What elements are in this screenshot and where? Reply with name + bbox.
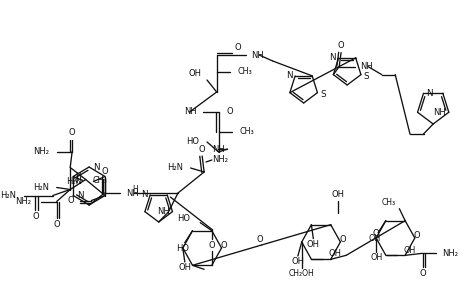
Text: O: O xyxy=(226,107,233,116)
Text: O: O xyxy=(234,42,241,51)
Text: NH: NH xyxy=(212,144,225,154)
Text: NH: NH xyxy=(251,51,264,60)
Text: OH: OH xyxy=(307,240,320,249)
Text: O: O xyxy=(209,241,215,250)
Text: O: O xyxy=(372,228,379,237)
Text: O: O xyxy=(32,212,39,221)
Text: CH₂OH: CH₂OH xyxy=(289,269,315,278)
Text: OH: OH xyxy=(403,246,416,255)
Text: N: N xyxy=(71,176,78,185)
Text: N: N xyxy=(77,191,84,200)
Text: NH₂: NH₂ xyxy=(33,147,49,156)
Text: OH: OH xyxy=(188,70,201,79)
Text: O: O xyxy=(338,41,344,50)
Text: N: N xyxy=(286,71,292,80)
Text: O: O xyxy=(67,196,74,205)
Text: O: O xyxy=(69,128,76,137)
Text: H₂N: H₂N xyxy=(167,163,183,172)
Text: H: H xyxy=(133,185,138,194)
Text: HO: HO xyxy=(177,244,189,253)
Text: NH: NH xyxy=(184,107,198,116)
Text: CH₃: CH₃ xyxy=(92,176,107,185)
Text: HO: HO xyxy=(186,138,199,147)
Text: O: O xyxy=(101,166,108,175)
Text: CH₃: CH₃ xyxy=(238,67,253,76)
Text: O: O xyxy=(419,269,426,278)
Text: N: N xyxy=(141,190,147,199)
Text: NH₂: NH₂ xyxy=(15,197,32,206)
Text: OH: OH xyxy=(370,253,382,262)
Text: H: H xyxy=(75,172,81,181)
Text: O: O xyxy=(220,241,227,250)
Text: N: N xyxy=(93,163,99,172)
Text: O: O xyxy=(256,235,263,244)
Text: O: O xyxy=(339,235,346,244)
Text: NH: NH xyxy=(433,108,446,117)
Text: H₂N: H₂N xyxy=(66,177,82,186)
Text: OH: OH xyxy=(332,190,345,199)
Text: CH₃: CH₃ xyxy=(240,128,255,136)
Text: OH: OH xyxy=(291,257,304,266)
Text: O: O xyxy=(199,144,205,154)
Text: NH₂: NH₂ xyxy=(212,156,228,165)
Text: OH: OH xyxy=(178,263,191,272)
Text: NH₂: NH₂ xyxy=(442,249,458,258)
Text: N: N xyxy=(329,53,336,62)
Text: OH: OH xyxy=(368,234,380,243)
Text: HO: HO xyxy=(177,214,191,223)
Text: O: O xyxy=(413,231,420,240)
Text: S: S xyxy=(320,90,326,99)
Text: H₂N: H₂N xyxy=(33,183,49,192)
Text: H₂N: H₂N xyxy=(0,191,16,200)
Text: N: N xyxy=(426,89,433,98)
Text: S: S xyxy=(364,72,369,81)
Text: O: O xyxy=(53,220,60,229)
Text: CH₃: CH₃ xyxy=(382,198,396,207)
Text: OH: OH xyxy=(329,249,342,258)
Text: NH: NH xyxy=(126,188,139,197)
Text: NH: NH xyxy=(361,62,373,71)
Text: NH: NH xyxy=(157,207,170,216)
